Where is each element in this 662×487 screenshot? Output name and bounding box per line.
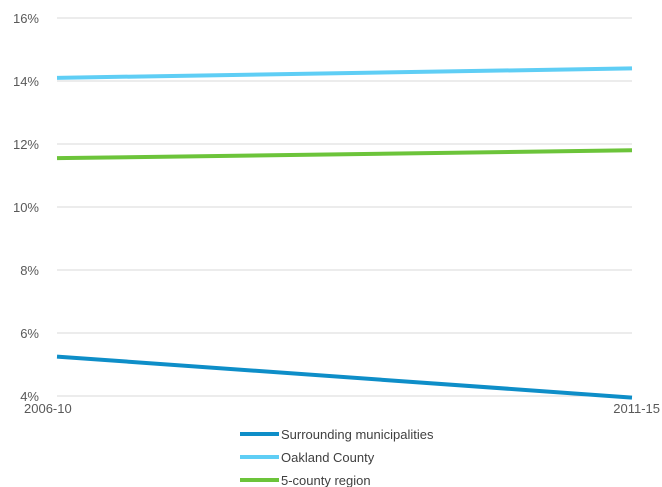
x-axis-tick-labels: 2006-10 2011-15 xyxy=(24,401,660,416)
legend-item: Surrounding municipalities xyxy=(240,427,434,442)
y-tick-label: 12% xyxy=(13,137,39,152)
x-tick-label: 2011-15 xyxy=(613,401,660,416)
series-line-1 xyxy=(56,66,633,80)
legend-item: Oakland County xyxy=(240,450,375,465)
series-lines xyxy=(56,66,633,400)
y-tick-label: 16% xyxy=(13,11,39,26)
y-tick-label: 6% xyxy=(20,326,39,341)
series-line-2 xyxy=(56,148,633,161)
y-tick-label: 14% xyxy=(13,74,39,89)
legend-label: 5-county region xyxy=(281,473,371,487)
legend-label: Oakland County xyxy=(281,450,375,465)
legend-item: 5-county region xyxy=(240,473,371,487)
y-tick-label: 10% xyxy=(13,200,39,215)
gridlines xyxy=(57,17,632,397)
series-line-0 xyxy=(56,354,633,400)
y-tick-label: 8% xyxy=(20,263,39,278)
legend: Surrounding municipalities Oakland County… xyxy=(240,427,434,487)
x-tick-label: 2006-10 xyxy=(24,401,72,416)
legend-label: Surrounding municipalities xyxy=(281,427,434,442)
y-tick-label: 4% xyxy=(20,389,39,404)
y-axis-tick-labels: 4% 6% 8% 10% 12% 14% 16% xyxy=(13,11,39,404)
